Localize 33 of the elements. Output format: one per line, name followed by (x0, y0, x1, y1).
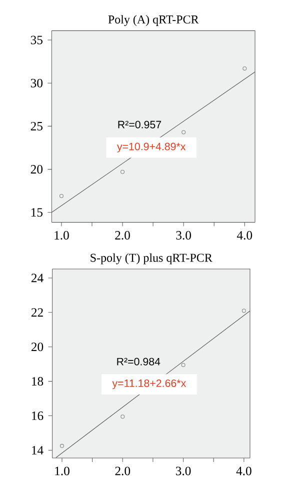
point (60, 444, 64, 448)
annotation: R²=0.984 (117, 358, 160, 366)
y-tick-label: 15 (31, 208, 42, 217)
x-tick-label: 4.0 (236, 231, 252, 240)
y-tick-label: 16 (32, 412, 44, 420)
y-tick-label: 25 (30, 122, 42, 130)
y-tick-label: 22 (31, 308, 43, 317)
point (182, 130, 186, 134)
annotation: y=11.18+2.66*x (112, 379, 186, 390)
x-tick-label: 3.0 (176, 231, 192, 240)
x-tick-label: 1.0 (54, 231, 69, 240)
y-tick-label: 35 (30, 36, 42, 44)
y-tick-label: 20 (30, 165, 43, 174)
point (242, 308, 246, 313)
y-tick-label: 14 (32, 446, 44, 454)
chart-title: S-poly (T) plus qRT-PCR (90, 253, 212, 264)
point (181, 362, 186, 367)
x-tick-label: 3.0 (176, 466, 191, 476)
chart-title: Poly (A) qRT-PCR (108, 15, 199, 26)
y-tick-label: 18 (32, 377, 44, 386)
x-tick-label: 4.0 (236, 466, 252, 476)
x-tick-label: 2.0 (115, 231, 130, 240)
y-tick-label: 30 (30, 78, 43, 88)
annotation: y=10.9+4.89*x (116, 142, 186, 152)
x-tick-label: 1.0 (55, 466, 70, 476)
y-tick-label: 24 (31, 274, 44, 282)
point (120, 414, 125, 419)
point (120, 170, 125, 174)
x-tick-label: 2.0 (115, 466, 130, 476)
point (59, 194, 64, 198)
y-tick-label: 20 (31, 342, 44, 352)
annotation: R²=0.957 (118, 120, 162, 128)
point (242, 66, 247, 70)
